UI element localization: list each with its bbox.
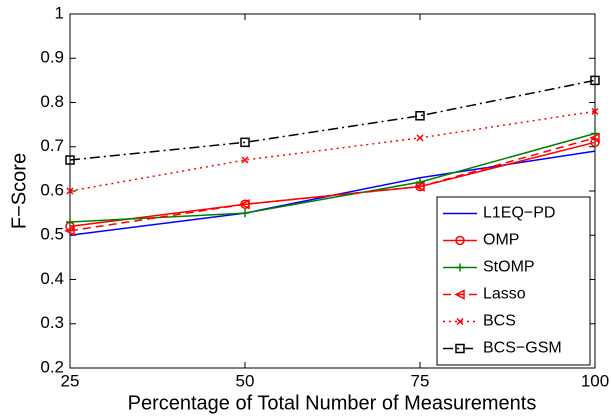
marker: [66, 217, 74, 226]
marker: [456, 263, 464, 272]
marker: [66, 187, 74, 195]
marker: [456, 317, 464, 326]
series-line: [69, 137, 596, 232]
series-line: [69, 132, 596, 223]
x-tick-label: 50: [236, 371, 255, 390]
marker: [414, 181, 425, 192]
marker: [240, 137, 250, 148]
x-tick-label: 100: [581, 371, 609, 390]
x-axis-label: Percentage of Total Number of Measuremen…: [128, 392, 537, 414]
legend-box: [436, 196, 591, 366]
x-tick-label: 25: [61, 371, 80, 390]
marker: [591, 107, 599, 115]
marker: [64, 225, 75, 237]
y-tick-label: 0.5: [40, 225, 64, 244]
y-tick-label: 0.6: [40, 180, 64, 199]
legend-label: BCS−GSM: [483, 340, 562, 357]
series-line: [69, 79, 596, 161]
marker: [241, 156, 249, 164]
marker: [590, 75, 600, 86]
series-line: [69, 110, 596, 192]
legend-label: L1EQ−PD: [483, 205, 555, 222]
marker: [241, 209, 249, 218]
y-tick-label: 0.7: [40, 136, 64, 155]
legend: L1EQ−PD OMP StOMP Lasso BCS BCS−GSM: [436, 196, 591, 366]
marker: [589, 132, 600, 144]
x-tick-label: 75: [411, 371, 430, 390]
y-tick-label: 0.9: [40, 48, 64, 67]
marker: [455, 235, 465, 246]
y-tick-label: 0.4: [40, 269, 64, 288]
y-tick-label: 0.2: [40, 357, 64, 376]
legend-label: StOMP: [483, 259, 535, 276]
y-tick-label: 0.3: [40, 313, 64, 332]
marker: [416, 134, 424, 142]
marker: [65, 155, 75, 165]
marker: [455, 343, 465, 354]
y-axis-label: F−Score: [8, 153, 30, 229]
legend-label: Lasso: [483, 286, 526, 303]
legend-label: OMP: [483, 232, 519, 249]
y-tick-label: 0.8: [40, 92, 64, 111]
marker: [415, 111, 425, 121]
y-tick-label: 1: [55, 3, 64, 22]
marker: [454, 289, 465, 300]
legend-label: BCS: [483, 313, 516, 330]
marker: [239, 199, 250, 210]
